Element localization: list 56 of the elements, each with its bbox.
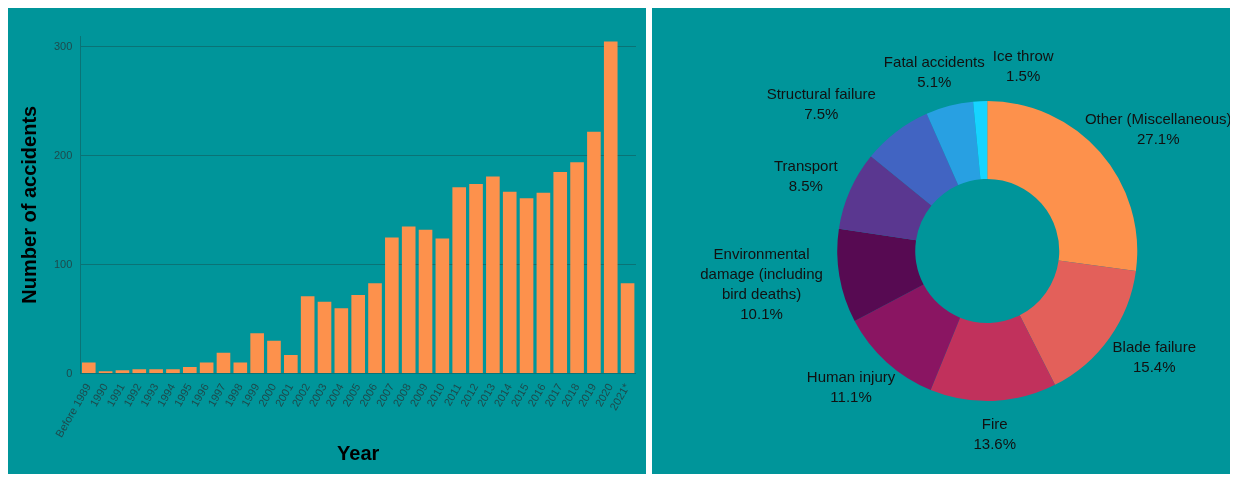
bar <box>486 176 500 373</box>
bar <box>587 131 601 373</box>
bar <box>401 226 416 373</box>
bar <box>553 172 568 373</box>
bar <box>418 229 433 373</box>
bar <box>435 238 450 373</box>
slice-label: Blade failure <box>1112 337 1196 355</box>
slice-label: Structural failure <box>766 84 876 102</box>
data-label: 5.1% <box>917 73 952 91</box>
data-label: 15.4% <box>1133 357 1176 375</box>
data-label: 8.5% <box>788 176 823 194</box>
bar <box>300 296 315 373</box>
y-tick-label: 100 <box>53 257 73 270</box>
bar <box>536 192 551 373</box>
data-label: 11.1% <box>830 387 872 405</box>
y-axis-title: Number of accidents <box>17 105 40 304</box>
data-label: 13.6% <box>973 434 1017 452</box>
data-label: 10.1% <box>740 305 783 323</box>
slice-label: Fire <box>981 414 1008 432</box>
bar <box>317 301 332 373</box>
bar <box>368 283 382 373</box>
bar <box>250 333 264 373</box>
slice-label: Fatal accidents <box>883 53 985 71</box>
y-tick-label: 200 <box>53 148 73 161</box>
data-label: 7.5% <box>804 104 839 122</box>
bar <box>603 41 618 373</box>
bar <box>502 191 517 373</box>
bar <box>469 184 483 373</box>
bar <box>216 352 231 373</box>
bar <box>620 283 635 373</box>
bar <box>81 362 96 373</box>
bar <box>519 198 534 373</box>
y-tick-label: 0 <box>66 366 73 379</box>
bar <box>452 187 467 373</box>
slice-label: Human injury <box>806 367 896 385</box>
data-label: 1.5% <box>1006 67 1041 85</box>
bar <box>199 362 214 373</box>
bar <box>233 362 248 373</box>
x-axis-title: Year <box>337 441 380 464</box>
slice-label: Other (Miscellaneous) <box>1084 110 1232 128</box>
bar <box>334 308 349 373</box>
slice-label: Ice throw <box>992 47 1054 65</box>
bar <box>166 369 180 373</box>
bar <box>182 366 197 373</box>
bar <box>570 162 584 373</box>
y-tick-label: 300 <box>53 39 73 52</box>
slice-label: Transport <box>773 156 839 174</box>
data-label: 27.1% <box>1136 130 1180 148</box>
bar <box>267 340 281 373</box>
bar <box>115 370 130 373</box>
bar <box>132 369 147 373</box>
bar <box>351 295 365 373</box>
slice-label: Environmental damage (including bird deaths) <box>700 245 823 303</box>
bar <box>385 237 399 373</box>
bar <box>284 354 298 373</box>
bar <box>149 369 163 373</box>
